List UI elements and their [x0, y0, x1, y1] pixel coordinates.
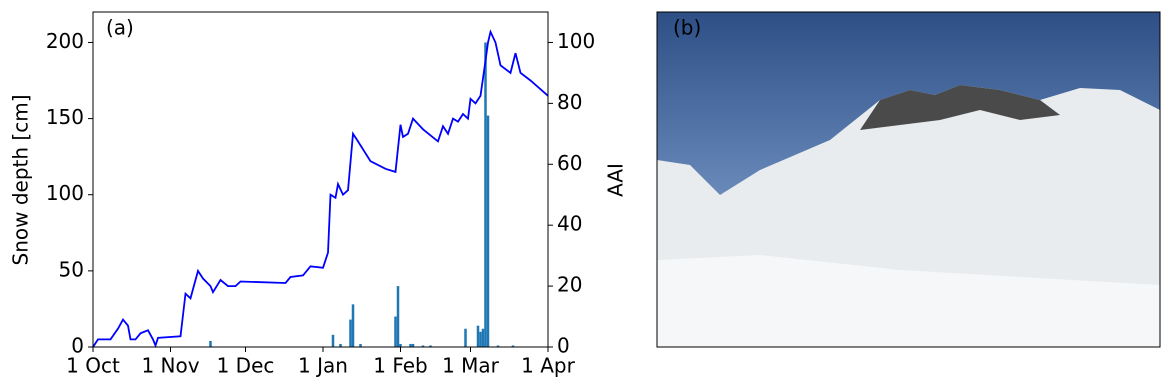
- y2-axis-label: AAI: [604, 163, 628, 197]
- aai-bar: [349, 319, 352, 347]
- aai-bar: [476, 325, 480, 347]
- y-tick-label: 50: [59, 257, 84, 281]
- aai-bar: [429, 345, 432, 347]
- aai-bar: [464, 328, 467, 347]
- y-tick-label: 0: [71, 334, 84, 358]
- aai-bar: [486, 115, 490, 347]
- y-tick-label: 150: [46, 105, 84, 129]
- x-tick-label: 1 Mar: [442, 354, 500, 378]
- x-tick-label: 1 Oct: [66, 354, 120, 378]
- snowfield: [657, 255, 1160, 347]
- y2-tick-label: 40: [557, 212, 582, 236]
- panel-label: (b): [673, 16, 701, 40]
- y2-tick-label: 80: [557, 90, 582, 114]
- aai-bar: [396, 286, 400, 347]
- x-tick-label: 1 Dec: [217, 354, 275, 378]
- aai-bar: [511, 345, 515, 347]
- aai-bar: [411, 343, 415, 347]
- aai-bar: [331, 334, 335, 347]
- aai-bar: [399, 343, 402, 347]
- x-tick-label: 1 Apr: [521, 354, 575, 378]
- rocks: [860, 85, 1060, 130]
- aai-bar: [421, 345, 425, 347]
- aai-bar: [409, 343, 412, 347]
- y2-tick-label: 60: [557, 151, 582, 175]
- x-tick-label: 1 Nov: [141, 354, 199, 378]
- aai-bar: [394, 316, 397, 347]
- y-axis-label: Snow depth [cm]: [9, 95, 33, 266]
- y2-tick-label: 0: [557, 334, 570, 358]
- chart: (a) Snow depth [cm] AAI 0 50 100 150 200 0 20 4…: [9, 11, 628, 378]
- x-tick-label: 1 Feb: [373, 354, 428, 378]
- plot-frame: [92, 11, 549, 348]
- aai-bar: [496, 345, 500, 347]
- snow-depth-line: [92, 29, 549, 349]
- aai-bar: [351, 304, 355, 347]
- aai-bar: [359, 343, 362, 347]
- y-tick-label: 200: [46, 29, 84, 53]
- y-tick-label: 100: [46, 181, 84, 205]
- aai-bar: [481, 328, 485, 347]
- aai-bar: [209, 340, 212, 347]
- photo-panel: (b): [656, 11, 1161, 348]
- y2-tick-label: 20: [557, 273, 582, 297]
- panel-label: (a): [106, 16, 134, 40]
- y2-tick-label: 100: [557, 29, 595, 53]
- aai-bar: [484, 42, 487, 348]
- aai-bar: [479, 331, 482, 347]
- photo-frame: [656, 11, 1161, 348]
- x-tick-label: 1 Jan: [298, 354, 348, 378]
- aai-bar: [339, 343, 342, 347]
